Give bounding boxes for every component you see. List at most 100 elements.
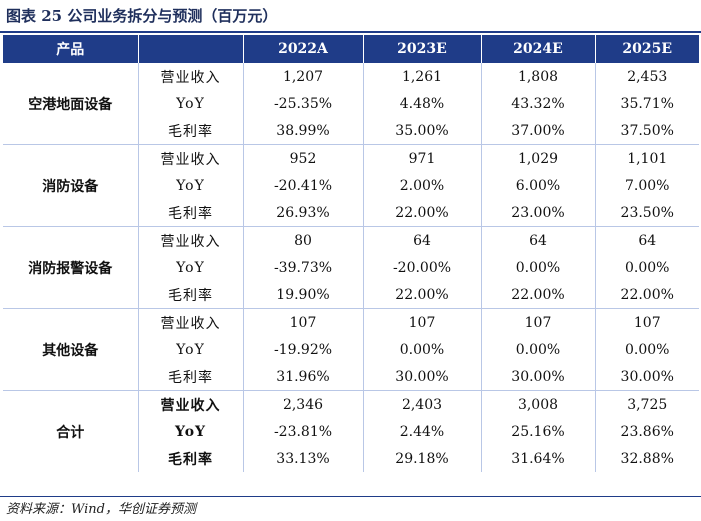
table-row: 毛利率 38.99% 35.00% 37.00% 37.50% [3, 117, 699, 145]
value-cell: 971 [363, 144, 482, 172]
value-cell: 107 [243, 308, 364, 336]
header-row: 产品 2022A 2023E 2024E 2025E [3, 35, 699, 63]
value-cell: 107 [363, 308, 482, 336]
metric-label-cell: 营业收入 [138, 144, 244, 172]
metric-label-cell: YoY [138, 254, 244, 281]
header-cell-2023e: 2023E [363, 35, 482, 63]
product-name-cell: 其他设备 [3, 308, 139, 391]
value-cell: 23.50% [620, 204, 674, 221]
value-cell: 64 [595, 226, 699, 254]
metric-label-cell: 营业收入 [138, 390, 244, 418]
table-row: YoY -23.81% 2.44% 25.16% 23.86% [3, 418, 699, 445]
value-cell: 25.16% [481, 418, 596, 445]
value-cell: 107 [595, 308, 699, 336]
table-row: 空港地面设备 营业收入 1,207 1,261 1,808 2,453 [3, 63, 699, 145]
value-cell: 26.93% [243, 199, 364, 227]
table-row: YoY -19.92% 0.00% 0.00% 0.00% [3, 336, 699, 363]
product-name-cell: 空港地面设备 [3, 63, 139, 145]
value-cell: 31.96% [243, 363, 364, 391]
value-cell: 22.00% [363, 199, 482, 227]
value-cell: 22.00% [620, 286, 674, 303]
value-cell: 23.86% [620, 423, 674, 440]
value-cell: 0.00% [481, 336, 596, 363]
value-cell: 35.00% [363, 117, 482, 145]
value-cell: 30.00% [481, 363, 596, 391]
metric-label-cell: 毛利率 [138, 117, 244, 145]
table-row: 其他设备 营业收入 107 107 107 107 [3, 308, 699, 391]
value-cell: 4.48% [363, 90, 482, 117]
metric-label-cell: 毛利率 [138, 199, 244, 227]
table-row: 消防设备 营业收入 952 971 1,029 1,101 [3, 144, 699, 227]
value-cell: 64 [363, 226, 482, 254]
metric-label-cell: 毛利率 [138, 281, 244, 309]
value-cell: 0.00% [625, 341, 670, 358]
value-cell: 107 [481, 308, 596, 336]
table-row: 消防报警设备 营业收入 80 64 64 64 [3, 226, 699, 309]
value-cell: 30.00% [363, 363, 482, 391]
value-cell: -39.73% [243, 254, 364, 281]
metric-label-cell: YoY [138, 418, 244, 445]
metric-label-cell: YoY [138, 336, 244, 363]
table-row: 毛利率 33.13% 29.18% 31.64% 32.88% [3, 445, 699, 472]
value-cell: 1,207 [243, 63, 364, 90]
value-cell: 1,029 [481, 144, 596, 172]
value-cell: -20.00% [363, 254, 482, 281]
value-cell: 31.64% [481, 445, 596, 472]
product-name-cell: 消防报警设备 [3, 226, 139, 309]
value-cell: 1,808 [481, 63, 596, 90]
value-cell: 30.00% [620, 368, 674, 385]
header-cell-2022a: 2022A [243, 35, 364, 63]
metric-label-cell: 毛利率 [138, 445, 244, 472]
product-name-cell: 消防设备 [3, 144, 139, 227]
value-cell: -25.35% [243, 90, 364, 117]
value-cell: 64 [481, 226, 596, 254]
value-cell: 80 [243, 226, 364, 254]
value-cell: 7.00% [625, 177, 670, 194]
header-cell-2024e: 2024E [481, 35, 596, 63]
value-cell: 0.00% [363, 336, 482, 363]
table-body: 空港地面设备 营业收入 1,207 1,261 1,808 2,453 YoY -25.35%… [3, 63, 699, 472]
value-cell: 2.00% [363, 172, 482, 199]
value-cell: 43.32% [481, 90, 596, 117]
table-row: YoY -39.73% -20.00% 0.00% 0.00% [3, 254, 699, 281]
source-note: 资料来源：Wind，华创证券预测 [6, 502, 196, 517]
metric-label-cell: 毛利率 [138, 363, 244, 391]
value-cell: 0.00% [481, 254, 596, 281]
header-cell-2025e: 2025E [595, 35, 699, 63]
metric-label-cell: YoY [138, 90, 244, 117]
table-row: 毛利率 19.90% 22.00% 22.00% 22.00% [3, 281, 699, 309]
value-cell: -20.41% [243, 172, 364, 199]
table-row: 毛利率 26.93% 22.00% 23.00% 23.50% [3, 199, 699, 227]
metric-label-cell: 营业收入 [138, 308, 244, 336]
value-cell: 23.00% [481, 199, 596, 227]
value-cell: 33.13% [243, 445, 364, 472]
value-cell: 2,346 [243, 390, 364, 418]
value-cell: 37.50% [620, 122, 674, 139]
value-cell: 0.00% [625, 259, 670, 276]
value-cell: 37.00% [481, 117, 596, 145]
value-cell: -23.81% [243, 418, 364, 445]
value-cell: 22.00% [481, 281, 596, 309]
value-cell: 2,403 [363, 390, 482, 418]
table-row: 合计 营业收入 2,346 2,403 3,008 3,725 [3, 390, 699, 472]
header-cell-product: 产品 [3, 35, 139, 63]
metric-label-cell: 营业收入 [138, 63, 244, 90]
value-cell: 29.18% [363, 445, 482, 472]
value-cell: 35.71% [620, 95, 674, 112]
value-cell: 3,008 [481, 390, 596, 418]
source-rule [0, 496, 701, 497]
header-cell-metric [138, 35, 244, 63]
table-row: YoY -20.41% 2.00% 6.00% 7.00% [3, 172, 699, 199]
value-cell: 32.88% [620, 450, 674, 467]
table-row: YoY -25.35% 4.48% 43.32% 35.71% [3, 90, 699, 117]
value-cell: -19.92% [243, 336, 364, 363]
value-cell: 2,453 [627, 68, 668, 85]
value-cell: 952 [243, 144, 364, 172]
value-cell: 22.00% [363, 281, 482, 309]
metric-label-cell: YoY [138, 172, 244, 199]
value-cell: 1,261 [363, 63, 482, 90]
value-cell: 19.90% [243, 281, 364, 309]
table-row: 毛利率 31.96% 30.00% 30.00% 30.00% [3, 363, 699, 391]
figure-title: 图表 25 公司业务拆分与预测（百万元） [6, 7, 278, 25]
value-cell: 38.99% [243, 117, 364, 145]
